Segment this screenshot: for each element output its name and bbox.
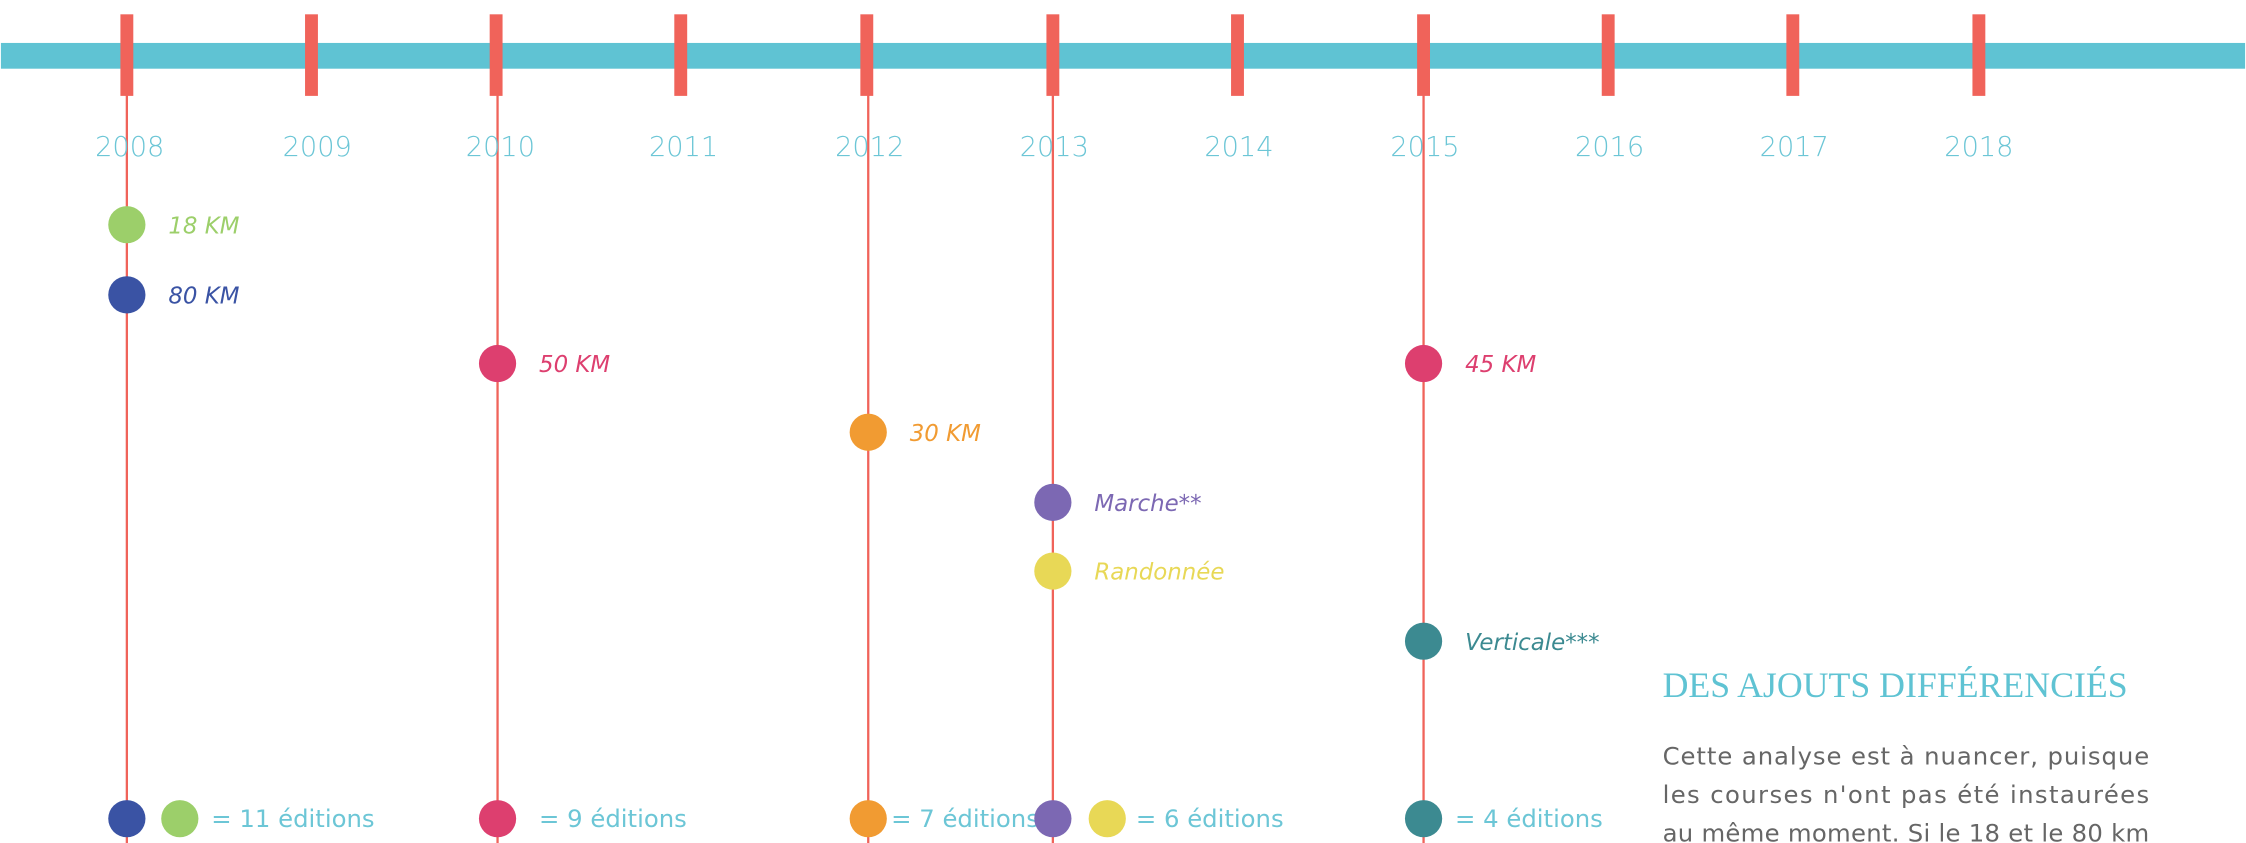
event-dot (1404, 622, 1443, 660)
year-label: 2016 (1575, 132, 1644, 163)
year-tick (1786, 14, 1800, 96)
edition-dot (161, 800, 199, 838)
year-label: 2011 (649, 132, 718, 163)
year-label: 2018 (1944, 132, 2013, 163)
event-dot (849, 413, 887, 451)
year-tick (1972, 14, 1986, 96)
edition-label: = 4 éditions (1455, 804, 1603, 833)
event-dot (478, 344, 517, 383)
year-tick (674, 14, 688, 96)
event-dot (1404, 344, 1443, 383)
event-dot (108, 276, 146, 314)
year-label: 2015 (1390, 132, 1459, 163)
event-label: Randonnée (1094, 560, 1224, 586)
event-label: 45 KM (1465, 352, 1536, 378)
edition-dot (1088, 800, 1126, 838)
event-label: Verticale*** (1465, 630, 1599, 656)
edition-label: = 6 éditions (1136, 804, 1284, 833)
year-tick (1046, 14, 1060, 96)
timeline-band (0, 42, 2246, 69)
event-label: 50 KM (539, 352, 610, 378)
year-label: 2010 (466, 132, 535, 163)
edition-label: = 7 éditions (891, 804, 1039, 833)
event-dot (108, 206, 146, 244)
event-label: 18 KM (168, 213, 239, 239)
year-tick (1231, 14, 1244, 96)
year-label: 2012 (835, 132, 904, 163)
edition-dot (1404, 800, 1443, 838)
paragraph-line: Cette analyse est à nuancer, puisque (1663, 741, 2150, 770)
edition-dot (108, 800, 146, 838)
edition-label: = 9 éditions (539, 804, 687, 833)
heading: DES AJOUTS DIFFÉRENCIÉS (1663, 665, 2128, 705)
event-dot (1034, 483, 1072, 521)
year-tick (1601, 14, 1615, 96)
year-tick (1417, 14, 1431, 96)
year-label: 2014 (1204, 132, 1273, 163)
event-label: 30 KM (910, 421, 981, 447)
paragraph-line: les courses n'ont pas été instaurées (1663, 780, 2150, 809)
year-tick (860, 14, 874, 96)
paragraph-line: au même moment. Si le 18 et le 80 km (1663, 819, 2150, 843)
edition-label: = 11 éditions (211, 804, 374, 833)
year-tick (120, 14, 134, 96)
year-label: 2008 (95, 132, 164, 163)
year-tick (305, 14, 318, 96)
year-label: 2009 (283, 132, 352, 163)
event-label: 80 KM (168, 283, 239, 309)
edition-dot (478, 800, 517, 838)
edition-dot (1034, 800, 1072, 838)
year-tick (489, 14, 503, 96)
edition-dot (849, 800, 887, 838)
event-label: Marche** (1094, 491, 1201, 517)
year-label: 2017 (1760, 132, 1829, 163)
year-label: 2013 (1020, 132, 1089, 163)
event-dot (1034, 552, 1072, 590)
